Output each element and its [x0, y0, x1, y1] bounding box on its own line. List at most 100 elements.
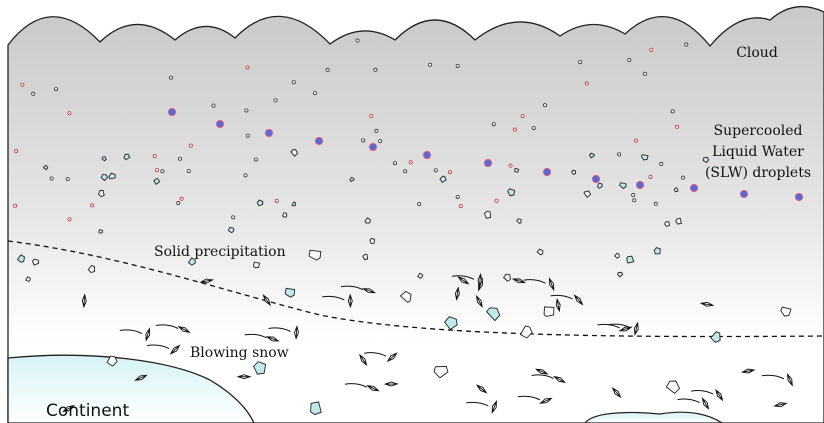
ice-crystal: [665, 222, 670, 227]
droplet: [628, 58, 631, 61]
droplet: [456, 64, 459, 67]
droplet: [161, 170, 164, 173]
slw-label: (SLW) droplets: [705, 165, 811, 181]
droplet: [428, 63, 431, 66]
droplet: [180, 197, 183, 200]
droplet: [543, 104, 546, 107]
droplet: [292, 81, 295, 84]
droplet: [212, 104, 215, 107]
solid-precipitation-label: Solid precipitation: [154, 244, 286, 260]
droplet: [66, 178, 69, 181]
slw-droplet: [316, 138, 323, 145]
droplet: [362, 139, 365, 142]
droplet: [13, 204, 16, 207]
droplet: [356, 39, 359, 42]
ice-crystal: [515, 168, 519, 172]
droplet: [393, 162, 396, 165]
slw-label: Supercooled: [714, 123, 803, 139]
droplet: [178, 157, 181, 160]
droplet: [671, 110, 674, 113]
slw-droplet: [424, 152, 431, 159]
droplet: [618, 153, 621, 156]
droplet: [492, 123, 495, 126]
droplet: [313, 91, 316, 94]
droplet: [245, 109, 248, 112]
droplet: [375, 129, 378, 132]
droplet: [54, 88, 57, 91]
droplet: [681, 176, 684, 179]
droplet: [643, 72, 646, 75]
droplet: [254, 158, 257, 161]
blowing-snow-label: Blowing snow: [190, 345, 289, 361]
droplet: [495, 199, 498, 202]
droplet: [579, 61, 582, 64]
slw-droplet: [544, 169, 551, 176]
slw-label: Liquid Water: [712, 144, 804, 160]
droplet: [521, 114, 524, 117]
sea-ice: [585, 412, 722, 423]
droplet: [189, 144, 192, 147]
slw-droplet: [169, 109, 176, 116]
ice-crystal: [676, 218, 682, 224]
droplet: [32, 92, 35, 95]
diagram: Cloud Supercooled Liquid Water (SLW) dro…: [0, 0, 824, 423]
droplet: [177, 202, 180, 205]
droplet: [585, 82, 588, 85]
droplet: [244, 174, 247, 177]
droplet: [169, 76, 172, 79]
droplet: [91, 204, 94, 207]
droplet: [21, 83, 24, 86]
droplet: [685, 43, 688, 46]
ice-crystal: [253, 262, 259, 268]
ice-crystal: [257, 200, 263, 206]
droplet: [275, 199, 278, 202]
droplet: [448, 171, 451, 174]
slw-droplet: [266, 130, 273, 137]
droplet: [232, 216, 235, 219]
slw-droplet: [370, 144, 377, 151]
droplet: [68, 112, 71, 115]
droplet: [456, 195, 459, 198]
ice-crystal: [99, 230, 103, 234]
droplet: [187, 169, 190, 172]
slw-droplet: [637, 182, 644, 189]
droplet: [532, 126, 535, 129]
ice-crystal: [370, 238, 375, 243]
continent-label: Continent: [46, 401, 129, 421]
ice-crystal: [544, 307, 554, 317]
droplet: [68, 218, 71, 221]
droplet: [434, 169, 437, 172]
droplet: [326, 68, 329, 71]
slw-droplet: [796, 194, 803, 201]
droplet: [409, 161, 412, 164]
droplet: [660, 162, 663, 165]
droplet: [509, 164, 512, 167]
droplet: [418, 203, 421, 206]
cloud-label: Cloud: [736, 45, 778, 61]
droplet: [155, 169, 158, 172]
droplet: [675, 125, 678, 128]
slw-droplet: [593, 176, 600, 183]
droplet: [633, 199, 636, 202]
droplet: [632, 193, 635, 196]
droplet: [379, 139, 382, 142]
droplet: [513, 128, 516, 131]
droplet: [654, 202, 657, 205]
slw-droplet: [691, 185, 698, 192]
slw-droplet: [217, 121, 224, 128]
ice-crystal: [674, 188, 678, 192]
droplet: [246, 134, 249, 137]
droplet: [649, 175, 652, 178]
droplet: [50, 177, 53, 180]
droplet: [153, 155, 156, 158]
droplet: [370, 114, 373, 117]
droplet: [404, 170, 407, 173]
droplet: [459, 204, 462, 207]
slw-droplet: [485, 160, 492, 167]
droplet: [15, 149, 18, 152]
droplet: [246, 66, 249, 69]
droplet: [374, 68, 377, 71]
droplet: [634, 139, 637, 142]
droplet: [274, 99, 277, 102]
droplet: [650, 48, 653, 51]
